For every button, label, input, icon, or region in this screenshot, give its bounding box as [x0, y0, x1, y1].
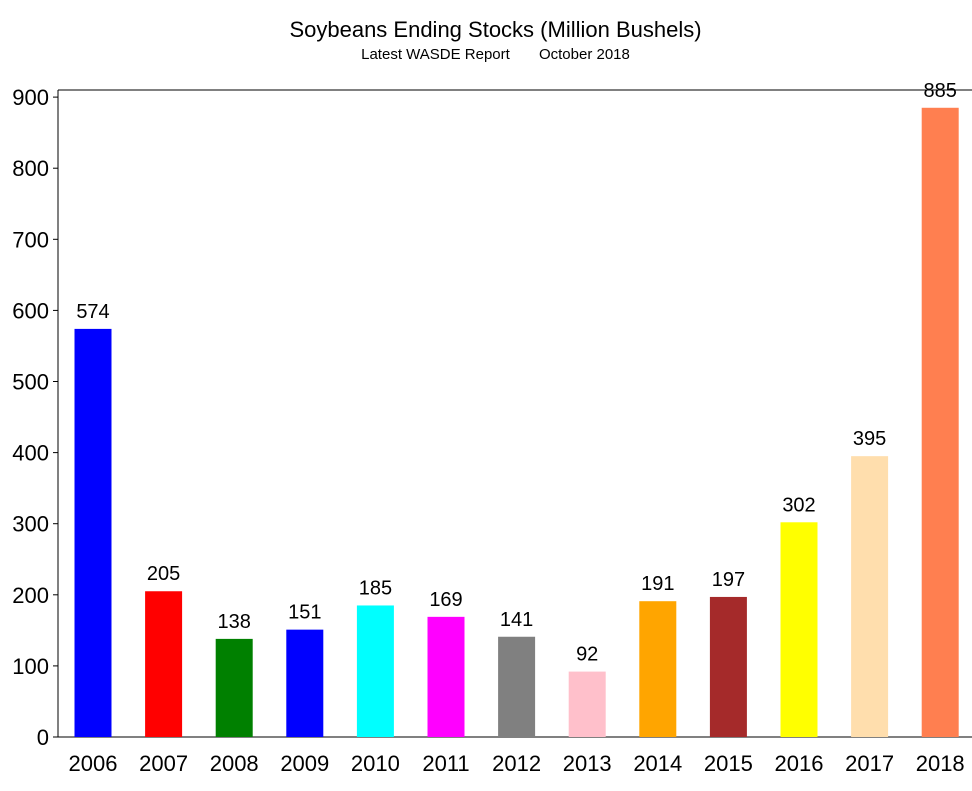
y-tick-label: 0 — [37, 725, 49, 750]
y-tick-label: 500 — [12, 370, 49, 395]
bar-2011 — [427, 616, 465, 737]
data-label-2015: 197 — [712, 569, 745, 591]
data-label-2013: 92 — [576, 644, 598, 666]
x-tick-label-2016: 2016 — [775, 751, 824, 776]
y-tick-label: 300 — [12, 512, 49, 537]
bar-2015 — [709, 596, 747, 737]
y-tick-label: 700 — [12, 227, 49, 252]
y-tick-label: 600 — [12, 298, 49, 323]
data-label-2008: 138 — [218, 611, 251, 633]
bar-2007 — [145, 591, 183, 737]
bar-2006 — [74, 328, 112, 737]
x-tick-label-2015: 2015 — [704, 751, 753, 776]
bar-2018 — [921, 107, 959, 738]
x-tick-label-2012: 2012 — [492, 751, 541, 776]
data-labels: 574 205 138 151 185 169 141 92 191 197 302 395 885 — [76, 80, 957, 666]
y-axis: 0 100 200 300 400 500 600 700 800 900 — [12, 85, 58, 750]
bar-2012 — [498, 636, 536, 737]
data-label-2009: 151 — [288, 602, 321, 624]
x-tick-label-2014: 2014 — [633, 751, 682, 776]
y-tick-label: 800 — [12, 156, 49, 181]
data-label-2017: 395 — [853, 428, 886, 450]
y-tick-label: 400 — [12, 441, 49, 466]
chart-title: Soybeans Ending Stocks (Million Bushels) — [289, 17, 702, 42]
bar-2017 — [851, 456, 889, 737]
data-label-2010: 185 — [359, 577, 392, 599]
data-label-2018: 885 — [924, 80, 957, 102]
x-tick-label-2018: 2018 — [916, 751, 965, 776]
x-tick-label-2011: 2011 — [422, 751, 469, 776]
data-label-2011: 169 — [429, 589, 462, 611]
bar-2014 — [639, 601, 677, 737]
data-label-2012: 141 — [500, 609, 533, 631]
x-tick-label-2009: 2009 — [280, 751, 329, 776]
bar-2009 — [286, 629, 324, 737]
x-tick-label-2013: 2013 — [563, 751, 612, 776]
x-tick-label-2017: 2017 — [845, 751, 894, 776]
x-tick-label-2006: 2006 — [69, 751, 118, 776]
data-label-2016: 302 — [782, 494, 815, 516]
bar-2008 — [215, 638, 253, 737]
x-tick-label-2010: 2010 — [351, 751, 400, 776]
bar-2016 — [780, 522, 818, 737]
bar-2010 — [356, 605, 394, 737]
y-tick-label: 900 — [12, 85, 49, 110]
x-tick-label-2007: 2007 — [139, 751, 188, 776]
y-tick-label: 100 — [12, 654, 49, 679]
x-axis: 2006 2007 2008 2009 2010 2011 2012 2013 2014 2015… — [69, 751, 965, 776]
x-tick-label-2008: 2008 — [210, 751, 259, 776]
bar-2013 — [568, 671, 606, 737]
data-label-2006: 574 — [76, 301, 109, 323]
bars — [74, 107, 959, 738]
data-label-2007: 205 — [147, 563, 180, 585]
data-label-2014: 191 — [641, 573, 674, 595]
y-tick-label: 200 — [12, 583, 49, 608]
chart-subtitle: Latest WASDE Report October 2018 — [361, 46, 630, 63]
